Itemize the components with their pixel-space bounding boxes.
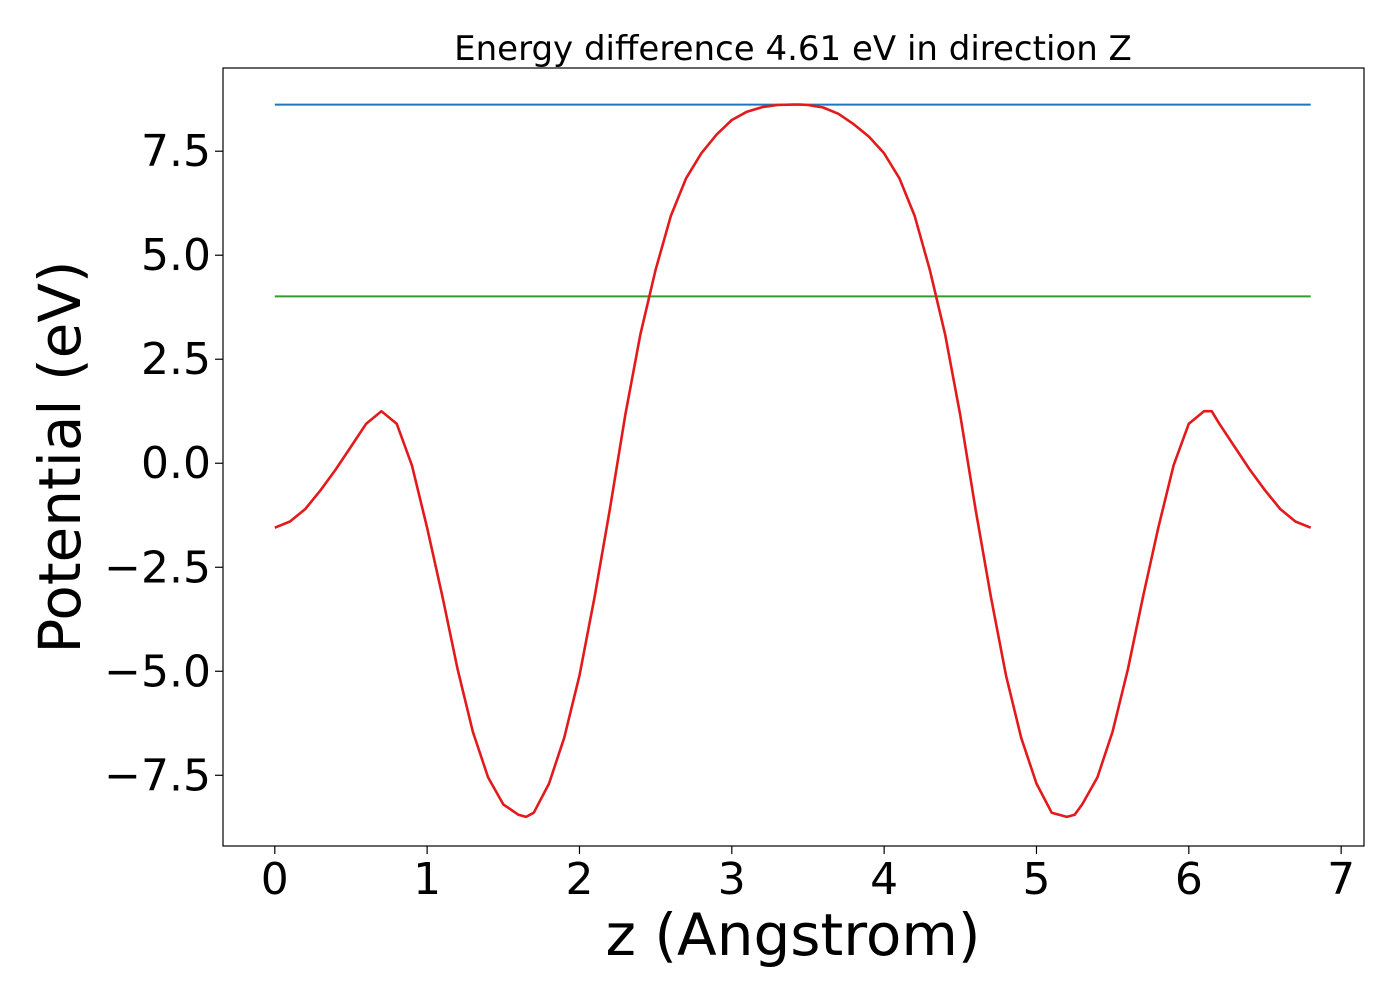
- series-line-3: [274, 103, 1312, 819]
- x-axis: 0 1 2 3 4 5 6 7: [261, 846, 1355, 905]
- x-tick-label: 7: [1327, 854, 1355, 905]
- y-tick-label: −7.5: [104, 750, 211, 801]
- y-tick-label: −5.0: [104, 646, 211, 697]
- y-tick-label: 0.0: [141, 438, 211, 489]
- chart-title: Energy difference 4.61 eV in direction Z: [454, 29, 1132, 69]
- x-tick-label: 1: [413, 854, 441, 905]
- x-tick-label: 5: [1022, 854, 1050, 905]
- y-tick-label: 7.5: [141, 126, 211, 177]
- x-tick-label: 6: [1175, 854, 1203, 905]
- y-axis-label: Potential (eV): [26, 260, 94, 653]
- x-axis-label: z (Angstrom): [606, 901, 981, 969]
- x-tick-label: 0: [261, 854, 289, 905]
- x-tick-label: 3: [718, 854, 746, 905]
- x-tick-label: 4: [870, 854, 898, 905]
- series-layer: [274, 103, 1312, 819]
- y-tick-label: 2.5: [141, 334, 211, 385]
- x-tick-label: 2: [565, 854, 593, 905]
- y-tick-label: 5.0: [141, 230, 211, 281]
- plot-frame: [222, 67, 1365, 847]
- plot-area: [223, 68, 1364, 846]
- y-tick-label: −2.5: [104, 542, 211, 593]
- y-axis: 7.5 5.0 2.5 0.0 −2.5 −5.0 −7.5: [104, 126, 223, 801]
